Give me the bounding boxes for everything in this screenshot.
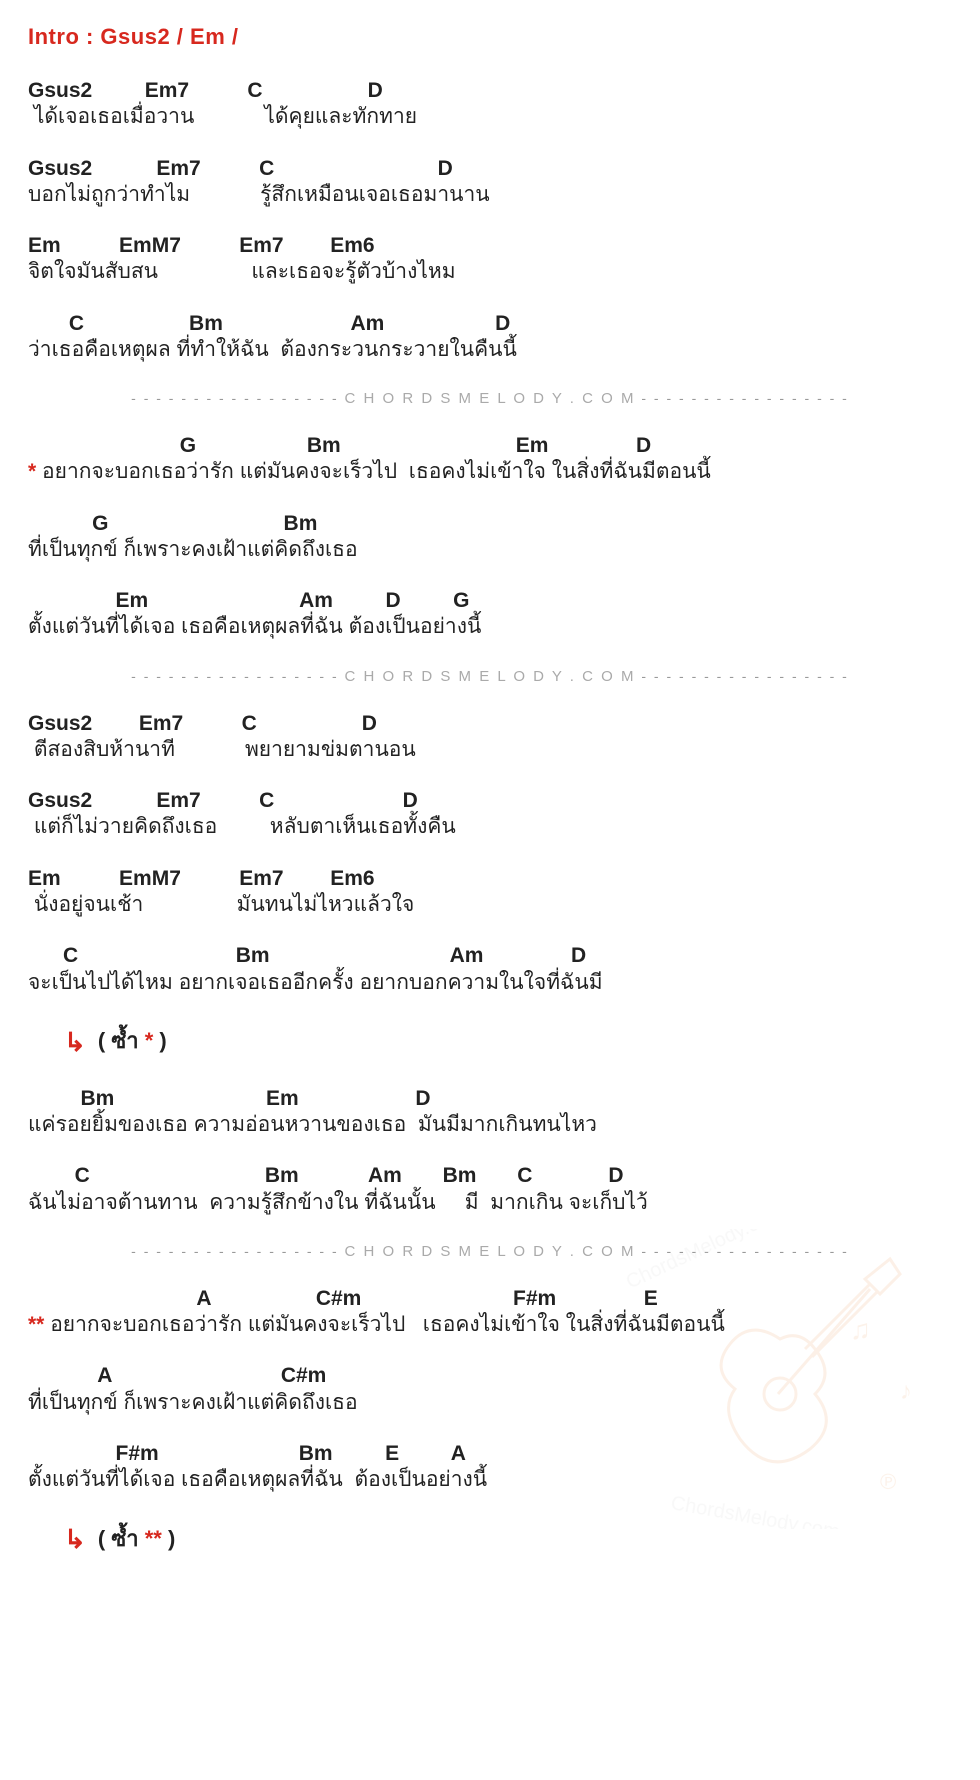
lyric-row: ว่าเธอคือเหตุผล ที่ทำให้ฉัน ต้องกระวนกระ… (28, 336, 952, 364)
lyric-row: นั่งอยู่จนเช้า มันทนไม่ไหวแล้วใจ (28, 891, 952, 919)
chord-lyric-line: Em Am D Gตั้งแต่วันที่ได้เจอ เธอคือเหตุผ… (28, 588, 952, 642)
lyric-row: * อยากจะบอกเธอว่ารัก แต่มันคงจะเร็วไป เธ… (28, 458, 952, 486)
repeat-arrow-icon: ↳ (64, 1027, 86, 1058)
chord-row: C Bm Am D (28, 943, 952, 968)
lyric-row: แค่รอยยิ้มของเธอ ความอ่อนหวานของเธอ มันม… (28, 1111, 952, 1139)
verse-block: G Bm Em D* อยากจะบอกเธอว่ารัก แต่มันคงจะ… (28, 433, 952, 642)
chord-lyric-line: Gsus2 Em7 C D ตีสองสิบห้านาที พยายามข่มต… (28, 711, 952, 765)
repeat-arrow-icon: ↳ (64, 1524, 86, 1555)
lyric-row: บอกไม่ถูกว่าทำไม รู้สึกเหมือนเจอเธอมานาน (28, 181, 952, 209)
chord-row: C Bm Am Bm C D (28, 1163, 952, 1188)
chord-lyric-line: C Bm Am Bm C Dฉันไม่อาจต้านทาน ความรู้สึ… (28, 1163, 952, 1217)
section-divider: - - - - - - - - - - - - - - - - - C H O … (28, 390, 952, 407)
chord-lyric-line: Gsus2 Em7 C Dบอกไม่ถูกว่าทำไม รู้สึกเหมื… (28, 156, 952, 210)
lyric-row: ตีสองสิบห้านาที พยายามข่มตานอน (28, 736, 952, 764)
section-divider: - - - - - - - - - - - - - - - - - C H O … (28, 1243, 952, 1260)
chord-lyric-line: Gsus2 Em7 C D ได้เจอเธอเมื่อวาน ได้คุยแล… (28, 78, 952, 132)
lyric-row: ได้เจอเธอเมื่อวาน ได้คุยและทักทาย (28, 103, 952, 131)
repeat-marker: ↳ ( ซ้ำ ** ) (64, 1521, 952, 1556)
chord-row: Bm Em D (28, 1086, 952, 1111)
lyric-row: ตั้งแต่วันที่ได้เจอ เธอคือเหตุผลที่ฉัน ต… (28, 1466, 952, 1494)
verse-block: Gsus2 Em7 C D ได้เจอเธอเมื่อวาน ได้คุยแล… (28, 78, 952, 364)
lyric-row: จะเป็นไปได้ไหม อยากเจอเธออีกครั้ง อยากบอ… (28, 969, 952, 997)
repeat-marker: ↳ ( ซ้ำ * ) (64, 1023, 952, 1058)
chord-lyric-line: C Bm Am Dว่าเธอคือเหตุผล ที่ทำให้ฉัน ต้อ… (28, 311, 952, 365)
chord-row: A C#m (28, 1363, 952, 1388)
chord-row: Em EmM7 Em7 Em6 (28, 233, 952, 258)
divider-watermark: C H O R D S M E L O D Y . C O M (345, 1243, 636, 1260)
verse-block: A C#m F#m E** อยากจะบอกเธอว่ารัก แต่มันค… (28, 1286, 952, 1495)
intro-line: Intro : Gsus2 / Em / (28, 24, 952, 50)
chord-row: A C#m F#m E (28, 1286, 952, 1311)
chord-lyric-line: G Bm Em D* อยากจะบอกเธอว่ารัก แต่มันคงจะ… (28, 433, 952, 487)
chord-row: C Bm Am D (28, 311, 952, 336)
chord-row: Em Am D G (28, 588, 952, 613)
chord-row: Gsus2 Em7 C D (28, 156, 952, 181)
chord-lyric-line: Gsus2 Em7 C D แต่ก็ไม่วายคิดถึงเธอ หลับต… (28, 788, 952, 842)
chord-row: Gsus2 Em7 C D (28, 78, 952, 103)
chord-lyric-line: G Bmที่เป็นทุกข์ ก็เพราะคงเฝ้าแต่คิดถึงเ… (28, 511, 952, 565)
chord-lyric-line: Em EmM7 Em7 Em6 นั่งอยู่จนเช้า มันทนไม่ไ… (28, 866, 952, 920)
lyric-row: ฉันไม่อาจต้านทาน ความรู้สึกข้างใน ที่ฉัน… (28, 1189, 952, 1217)
chord-lyric-line: A C#m F#m E** อยากจะบอกเธอว่ารัก แต่มันค… (28, 1286, 952, 1340)
chord-row: Gsus2 Em7 C D (28, 711, 952, 736)
chord-row: Gsus2 Em7 C D (28, 788, 952, 813)
lyric-row: จิตใจมันสับสน และเธอจะรู้ตัวบ้างไหม (28, 258, 952, 286)
lyric-row: ตั้งแต่วันที่ได้เจอ เธอคือเหตุผลที่ฉัน ต… (28, 613, 952, 641)
verse-block: Gsus2 Em7 C D ตีสองสิบห้านาที พยายามข่มต… (28, 711, 952, 997)
chord-lyric-line: C Bm Am Dจะเป็นไปได้ไหม อยากเจอเธออีกครั… (28, 943, 952, 997)
divider-watermark: C H O R D S M E L O D Y . C O M (345, 668, 636, 685)
lyric-row: ** อยากจะบอกเธอว่ารัก แต่มันคงจะเร็วไป เ… (28, 1311, 952, 1339)
chord-lyric-line: A C#mที่เป็นทุกข์ ก็เพราะคงเฝ้าแต่คิดถึง… (28, 1363, 952, 1417)
verse-block: Bm Em Dแค่รอยยิ้มของเธอ ความอ่อนหวานของเ… (28, 1086, 952, 1217)
chord-lyric-line: Bm Em Dแค่รอยยิ้มของเธอ ความอ่อนหวานของเ… (28, 1086, 952, 1140)
chord-lyric-line: Em EmM7 Em7 Em6จิตใจมันสับสน และเธอจะรู้… (28, 233, 952, 287)
chord-row: Em EmM7 Em7 Em6 (28, 866, 952, 891)
chord-row: G Bm (28, 511, 952, 536)
lyric-row: ที่เป็นทุกข์ ก็เพราะคงเฝ้าแต่คิดถึงเธอ (28, 536, 952, 564)
chord-lyric-line: F#m Bm E Aตั้งแต่วันที่ได้เจอ เธอคือเหตุ… (28, 1441, 952, 1495)
chord-row: G Bm Em D (28, 433, 952, 458)
section-divider: - - - - - - - - - - - - - - - - - C H O … (28, 668, 952, 685)
divider-watermark: C H O R D S M E L O D Y . C O M (345, 390, 636, 407)
lyric-row: แต่ก็ไม่วายคิดถึงเธอ หลับตาเห็นเธอทั้งคื… (28, 813, 952, 841)
chord-sheet-content: Gsus2 Em7 C D ได้เจอเธอเมื่อวาน ได้คุยแล… (28, 78, 952, 1556)
lyric-row: ที่เป็นทุกข์ ก็เพราะคงเฝ้าแต่คิดถึงเธอ (28, 1389, 952, 1417)
chord-row: F#m Bm E A (28, 1441, 952, 1466)
